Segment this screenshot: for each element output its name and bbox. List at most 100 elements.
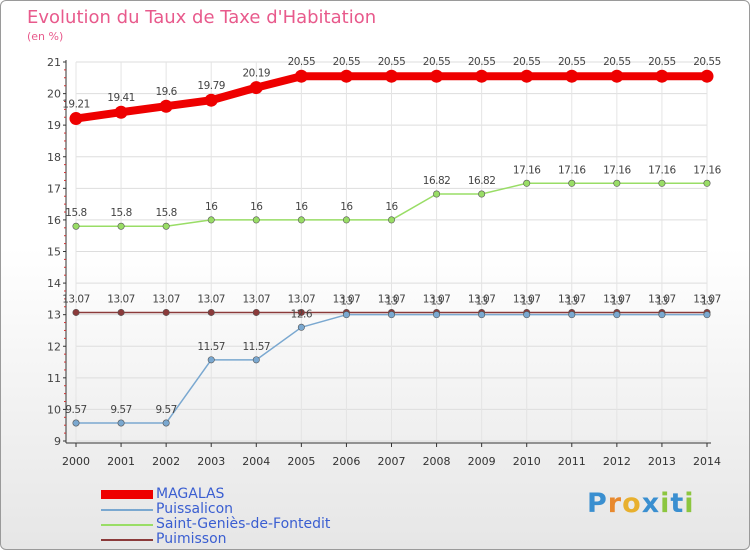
data-label: 15.8 [110, 207, 131, 219]
data-point [478, 190, 486, 198]
proxiti-logo: Proxiti [587, 488, 695, 519]
data-label: 17.16 [603, 164, 631, 176]
legend-swatch-puissalicon [101, 509, 153, 511]
x-tick-label: 2011 [558, 455, 586, 468]
data-point [162, 419, 170, 427]
data-point [523, 179, 531, 187]
data-label: 13 [701, 296, 713, 308]
data-label: 13 [656, 296, 668, 308]
data-point [297, 216, 305, 224]
data-point [297, 308, 305, 316]
data-label: 13.07 [468, 293, 496, 305]
data-label: 19.79 [197, 80, 225, 92]
data-label: 13.07 [288, 293, 316, 305]
data-point [249, 81, 263, 95]
y-tick-label: 13 [47, 309, 61, 322]
x-tick-label: 2002 [152, 455, 180, 468]
data-point [117, 222, 125, 230]
data-point [252, 308, 260, 316]
data-point [703, 179, 711, 187]
legend-label-puimisson: Puimisson [156, 531, 227, 547]
data-label: 16 [340, 201, 353, 213]
y-tick-label: 19 [47, 119, 61, 132]
data-label: 20.55 [423, 56, 451, 68]
data-point [613, 179, 621, 187]
data-label: 20.55 [378, 56, 406, 68]
data-point [252, 216, 260, 224]
legend-label-magalas: MAGALAS [156, 486, 225, 502]
data-point [207, 356, 215, 364]
data-point [385, 69, 398, 83]
data-label: 13.07 [603, 293, 631, 305]
data-label: 13.07 [693, 293, 721, 305]
chart-title: Evolution du Taux de Taxe d'Habitation [27, 7, 377, 28]
data-point [342, 216, 350, 224]
data-label: 13.07 [648, 293, 676, 305]
x-tick-label: 2006 [332, 455, 360, 468]
data-label: 19.21 [62, 99, 90, 111]
y-tick-label: 18 [47, 151, 61, 164]
data-label: 13.07 [378, 293, 406, 305]
data-point [204, 93, 218, 107]
data-label: 13 [340, 296, 352, 308]
data-point [387, 311, 395, 319]
y-tick-label: 14 [47, 277, 61, 290]
data-point [433, 311, 441, 319]
data-point [520, 69, 534, 83]
data-label: 13.07 [423, 293, 451, 305]
data-label: 11.57 [197, 341, 225, 353]
logo-letter: t [670, 488, 685, 519]
data-point [523, 311, 531, 319]
data-label: 16 [205, 201, 218, 213]
data-point [162, 222, 170, 230]
x-tick-label: 2013 [648, 455, 676, 468]
data-point [207, 216, 215, 224]
data-point [703, 311, 711, 319]
logo-letter: r [607, 488, 623, 519]
legend-swatch-puimisson [101, 539, 153, 541]
data-point [117, 419, 125, 427]
data-label: 17.16 [693, 164, 721, 176]
x-tick-label: 2014 [693, 455, 721, 468]
x-tick-label: 2007 [378, 455, 406, 468]
legend-swatch-magalas [101, 490, 153, 499]
data-label: 15.8 [155, 207, 176, 219]
data-label: 13 [475, 296, 487, 308]
data-point [613, 311, 621, 319]
chart-subtitle: (en %) [27, 30, 64, 43]
data-point [565, 69, 579, 83]
data-label: 13.07 [513, 293, 541, 305]
data-label: 13 [611, 296, 623, 308]
data-point [69, 112, 83, 126]
logo-letter: P [587, 488, 608, 519]
logo-letter: i [660, 488, 671, 519]
data-point [159, 99, 173, 113]
x-tick-label: 2003 [197, 455, 225, 468]
data-label: 13 [385, 296, 397, 308]
data-label: 17.16 [558, 164, 586, 176]
data-label: 12.6 [291, 308, 313, 320]
data-point [207, 308, 215, 316]
legend-label-saint-genies: Saint-Geniès-de-Fontedit [156, 516, 331, 532]
x-tick-label: 2004 [242, 455, 270, 468]
data-label: 13.07 [243, 293, 271, 305]
data-point [478, 311, 486, 319]
logo-letter: x [641, 488, 661, 519]
data-point [114, 105, 128, 119]
data-label: 13.07 [107, 293, 135, 305]
x-tick-label: 2010 [513, 455, 541, 468]
data-label: 16.82 [423, 175, 451, 187]
x-tick-label: 2009 [468, 455, 496, 468]
data-label: 20.55 [648, 56, 676, 68]
data-point [294, 69, 308, 83]
data-point [610, 69, 624, 83]
data-label: 9.57 [155, 404, 176, 416]
data-label: 17.16 [648, 164, 676, 176]
data-point [387, 216, 395, 224]
data-point [658, 311, 666, 319]
data-point [700, 69, 714, 83]
y-tick-label: 9 [54, 435, 61, 448]
data-label: 13.07 [197, 293, 225, 305]
data-point [568, 311, 576, 319]
data-point [297, 323, 305, 331]
